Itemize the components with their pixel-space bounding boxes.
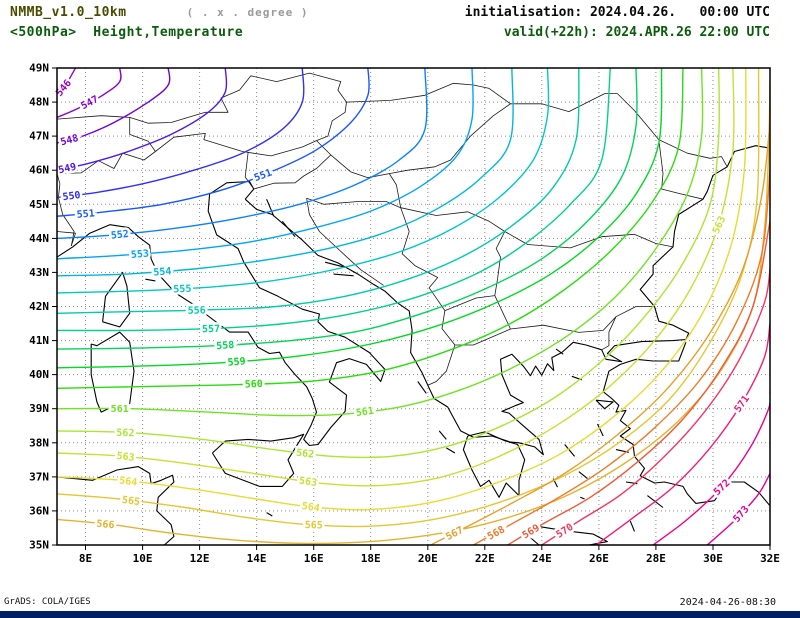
svg-text:35N: 35N [29, 539, 49, 552]
svg-text:562: 562 [116, 428, 134, 439]
svg-text:28E: 28E [646, 552, 666, 565]
svg-text:563: 563 [116, 451, 135, 464]
svg-text:560: 560 [244, 379, 263, 391]
svg-text:14E: 14E [247, 552, 267, 565]
grads-credit: GrADS: COLA/IGES [4, 597, 91, 607]
render-timestamp: 2024-04-26-08:30 [679, 597, 776, 608]
svg-text:38N: 38N [29, 436, 49, 449]
header-right: initialisation: 2024.04.26. 00:00 UTC va… [465, 5, 770, 40]
svg-text:37N: 37N [29, 470, 49, 483]
svg-text:564: 564 [119, 475, 138, 488]
axis-ticks [52, 67, 771, 550]
svg-text:566: 566 [96, 519, 115, 532]
svg-text:563: 563 [298, 476, 317, 489]
svg-text:561: 561 [111, 404, 129, 415]
svg-text:571: 571 [733, 394, 752, 415]
svg-text:10E: 10E [133, 552, 153, 565]
model-title-row: NMMB_v1.0_10km ( . x . degree ) [10, 5, 309, 20]
svg-text:550: 550 [62, 190, 81, 203]
svg-text:8E: 8E [79, 552, 92, 565]
svg-text:39N: 39N [29, 402, 49, 415]
svg-text:24E: 24E [532, 552, 552, 565]
svg-text:567: 567 [444, 525, 465, 543]
svg-text:36N: 36N [29, 504, 49, 517]
svg-text:549: 549 [57, 162, 77, 177]
svg-text:562: 562 [295, 448, 314, 461]
svg-text:568: 568 [486, 524, 507, 542]
svg-text:18E: 18E [361, 552, 381, 565]
svg-text:564: 564 [301, 501, 320, 514]
svg-text:44N: 44N [29, 232, 49, 245]
svg-text:563: 563 [711, 215, 728, 236]
grid-lines [57, 67, 771, 546]
svg-text:16E: 16E [304, 552, 324, 565]
svg-text:20E: 20E [418, 552, 438, 565]
svg-text:554: 554 [153, 266, 172, 278]
bottom-bar [0, 611, 800, 618]
svg-text:547: 547 [79, 94, 100, 112]
valid-time-label: valid(+22h): 2024.APR.26 22:00 UTC [503, 25, 770, 40]
svg-text:41N: 41N [29, 334, 49, 347]
svg-text:49N: 49N [29, 62, 49, 75]
field-title: <500hPa> Height,Temperature [10, 25, 244, 40]
axis-labels: 49N 48N 47N 46N 45N 44N 43N 42N 41N 40N 39N 38N 37N 3… [29, 62, 780, 566]
svg-text:40N: 40N [29, 368, 49, 381]
svg-text:556: 556 [188, 305, 206, 316]
svg-text:561: 561 [355, 406, 374, 419]
svg-text:43N: 43N [29, 266, 49, 279]
resolution-note: ( . x . degree ) [186, 6, 309, 19]
svg-text:565: 565 [121, 495, 140, 508]
svg-text:32E: 32E [760, 552, 780, 565]
svg-text:46N: 46N [29, 164, 49, 177]
svg-text:557: 557 [202, 324, 220, 335]
svg-text:548: 548 [59, 133, 79, 148]
init-time-label: initialisation: 2024.04.26. 00:00 UTC [464, 5, 770, 20]
svg-text:47N: 47N [29, 130, 49, 143]
svg-text:22E: 22E [475, 552, 495, 565]
svg-text:573: 573 [731, 504, 751, 525]
svg-text:553: 553 [130, 249, 149, 261]
coastlines [57, 145, 770, 545]
svg-text:558: 558 [216, 340, 235, 352]
svg-text:48N: 48N [29, 96, 49, 109]
svg-text:551: 551 [76, 208, 95, 221]
svg-text:559: 559 [227, 356, 246, 369]
model-name: NMMB_v1.0_10km [10, 5, 127, 20]
contour-lines [57, 68, 770, 545]
svg-text:12E: 12E [190, 552, 210, 565]
svg-text:555: 555 [173, 284, 192, 296]
svg-text:552: 552 [110, 229, 129, 242]
svg-text:45N: 45N [29, 198, 49, 211]
svg-text:26E: 26E [589, 552, 609, 565]
svg-text:42N: 42N [29, 300, 49, 313]
svg-text:551: 551 [253, 168, 274, 185]
svg-text:565: 565 [304, 520, 322, 532]
header-left: NMMB_v1.0_10km ( . x . degree ) <500hPa> … [10, 5, 309, 40]
svg-text:30E: 30E [703, 552, 723, 565]
